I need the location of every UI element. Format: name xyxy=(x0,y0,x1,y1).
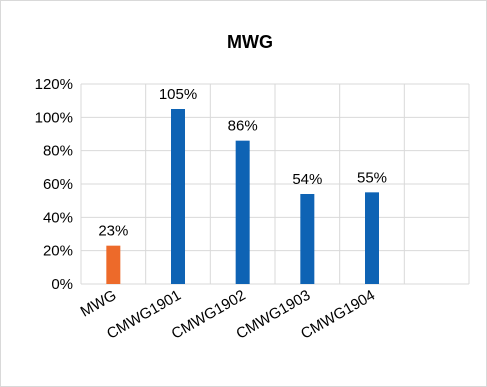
y-tick-label: 20% xyxy=(43,243,73,260)
bar xyxy=(365,192,379,284)
x-tick-label: CMWG1904 xyxy=(298,287,378,343)
bar xyxy=(106,245,121,284)
data-label: 86% xyxy=(228,118,258,135)
y-tick-label: 0% xyxy=(51,276,73,293)
bar xyxy=(300,194,315,284)
data-label: 55% xyxy=(357,169,387,186)
y-tick-label: 60% xyxy=(43,176,73,193)
y-tick-label: 100% xyxy=(35,109,73,126)
y-tick-label: 120% xyxy=(35,76,73,93)
bar xyxy=(171,109,185,284)
data-label: 23% xyxy=(98,223,128,240)
y-tick-label: 40% xyxy=(43,209,73,226)
x-tick-label: MWG xyxy=(78,287,120,321)
data-label: 54% xyxy=(292,171,322,188)
data-label: 105% xyxy=(159,86,197,103)
bar xyxy=(235,140,250,284)
chart-title: MWG xyxy=(227,32,273,52)
y-tick-label: 80% xyxy=(43,143,73,160)
